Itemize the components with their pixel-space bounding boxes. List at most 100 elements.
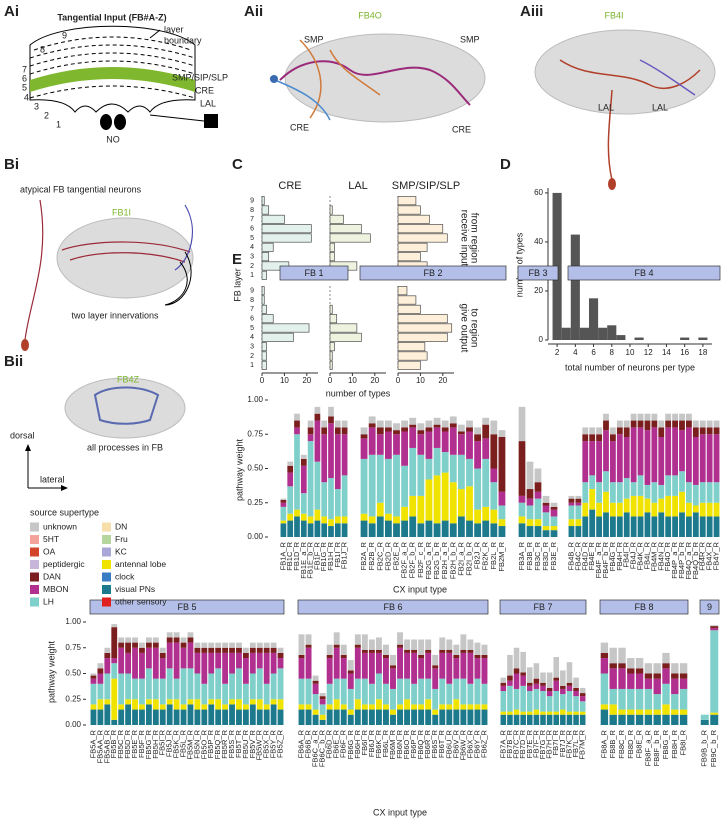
bar-segment: [111, 663, 118, 679]
bar-segment: [97, 709, 104, 725]
x-tick-label: 20: [302, 376, 311, 385]
bar-segment: [533, 714, 540, 725]
bar-segment: [550, 526, 558, 531]
x-tick-label: FB6C_a_R: [311, 729, 320, 767]
bar-segment: [132, 678, 138, 700]
bar-segment: [672, 420, 678, 428]
bar-segment: [376, 420, 384, 428]
legend-label: DN: [115, 521, 127, 531]
bar-segment: [699, 502, 706, 517]
bar-segment: [397, 632, 403, 645]
x-tick-label: FB6G_R: [346, 729, 355, 759]
bar-segment: [460, 709, 467, 725]
bar-segment: [152, 637, 159, 643]
bar-segment: [417, 423, 425, 431]
panel-label: D: [500, 156, 511, 173]
x-tick-label: FB7E_R: [525, 729, 534, 758]
bar: [329, 351, 333, 361]
bar-segment: [287, 472, 294, 487]
bar-segment: [354, 678, 361, 700]
bar-segment: [579, 696, 586, 702]
region-label: SMP/SIP/SLP: [172, 72, 228, 82]
bar-segment: [368, 652, 375, 684]
bar-segment: [679, 413, 685, 421]
bar-segment: [579, 693, 586, 697]
bar-segment: [573, 696, 579, 712]
bar-segment: [482, 438, 490, 459]
bar-segment: [319, 704, 326, 715]
bar-segment: [507, 711, 513, 715]
bar-segment: [404, 709, 411, 725]
bar-segment: [671, 709, 679, 715]
x-tick-label: FB2G_a_R: [424, 541, 433, 579]
bar-segment: [446, 652, 453, 684]
bar-segment: [635, 668, 644, 674]
bar-segment: [118, 647, 125, 674]
bar-segment: [706, 427, 713, 435]
bar-segment: [482, 520, 490, 537]
bar-segment: [679, 512, 685, 537]
image-heading: atypical FB tangential neurons: [20, 184, 142, 194]
bar-segment: [180, 668, 187, 705]
bar-segment: [166, 642, 173, 669]
x-tick-label: FB4D_R: [580, 541, 589, 570]
bar-segment: [242, 683, 249, 705]
legend-label: visual PNs: [115, 584, 155, 594]
bar-segment: [104, 704, 111, 725]
bar-segment: [560, 685, 566, 689]
bar: [329, 342, 335, 352]
bar-segment: [679, 673, 688, 679]
bar-segment: [533, 688, 540, 710]
bar-segment: [173, 678, 180, 700]
x-tick-label: FB4X_R: [705, 541, 714, 570]
y-tick-label: 1.00: [247, 395, 263, 404]
bar: [397, 214, 430, 224]
neuron-trace: [93, 386, 160, 425]
bar-segment: [474, 642, 481, 655]
bar: [397, 205, 421, 215]
layer-number: 5: [22, 82, 27, 92]
x-tick-label: FB2H_a_R: [440, 541, 449, 579]
facet-strip: [599, 599, 689, 615]
bar-segment: [360, 434, 368, 439]
bar-segment: [441, 452, 449, 473]
bar-segment: [326, 644, 333, 655]
y-tick-label: 9: [250, 288, 254, 295]
bar-segment: [518, 406, 526, 442]
x-tick-label: FB4F_a_R: [594, 541, 603, 578]
layer-number: 8: [40, 44, 45, 54]
x-tick-label: FB6V_R: [451, 729, 460, 758]
bar-segment: [333, 699, 340, 710]
bar-segment: [446, 709, 453, 725]
bar-segment: [236, 709, 242, 725]
bar-segment: [300, 465, 307, 494]
x-tick-label: 20: [370, 376, 379, 385]
bar-segment: [409, 495, 417, 517]
bar-segment: [466, 458, 473, 487]
bar-segment: [368, 649, 375, 653]
bar-segment: [446, 639, 453, 650]
bar-segment: [368, 683, 375, 705]
soma: [608, 178, 616, 190]
bar-segment: [600, 658, 609, 674]
bar: [634, 337, 644, 340]
bar: [261, 304, 267, 314]
bar-segment: [432, 714, 439, 725]
bar-segment: [90, 683, 97, 705]
bar-segment: [575, 498, 582, 503]
bar-segment: [236, 668, 242, 700]
bar-segment: [300, 493, 307, 514]
bar: [261, 286, 265, 296]
image-title: FB4Z: [117, 374, 140, 384]
bar-segment: [390, 668, 396, 689]
bar-segment: [653, 663, 661, 674]
bar-segment: [432, 688, 439, 710]
bar-segment: [474, 678, 481, 705]
bar-segment: [600, 652, 609, 659]
bar-segment: [582, 516, 589, 537]
panel-label: C: [232, 156, 243, 173]
bar-segment: [579, 711, 586, 715]
x-tick-label: FB9B_b_R: [700, 729, 709, 766]
bar-segment: [145, 647, 152, 669]
bar-segment: [679, 688, 688, 710]
